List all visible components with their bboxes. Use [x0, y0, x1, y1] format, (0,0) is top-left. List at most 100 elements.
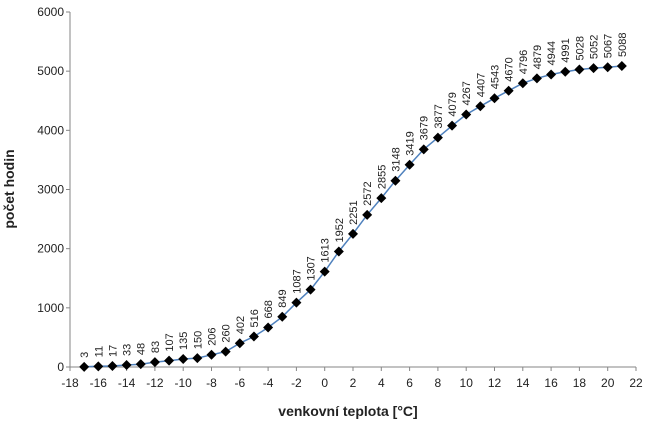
- y-axis-title: počet hodin: [1, 149, 17, 228]
- data-point: [79, 361, 90, 372]
- data-point: [248, 331, 259, 342]
- data-label: 3877: [433, 104, 445, 128]
- data-label: 3148: [390, 147, 402, 171]
- y-tick-label: 1000: [37, 301, 64, 315]
- data-label: 402: [235, 316, 247, 334]
- data-point: [362, 209, 373, 220]
- data-point: [333, 246, 344, 257]
- data-label: 5052: [589, 35, 601, 59]
- x-tick-label: 10: [460, 376, 474, 390]
- x-tick-label: -18: [61, 376, 79, 390]
- data-point: [517, 78, 528, 89]
- data-point: [263, 322, 274, 333]
- data-label: 150: [192, 331, 204, 349]
- data-point: [447, 120, 458, 131]
- y-tick-label: 2000: [37, 242, 64, 256]
- x-tick-label: 20: [601, 376, 615, 390]
- y-tick-label: 5000: [37, 64, 64, 78]
- data-point: [531, 73, 542, 84]
- y-tick-label: 3000: [37, 183, 64, 197]
- data-label: 4407: [475, 73, 487, 97]
- data-label: 3: [79, 352, 91, 358]
- data-label: 4879: [532, 45, 544, 69]
- x-tick-label: -10: [175, 376, 193, 390]
- data-point: [616, 60, 627, 71]
- data-label: 107: [164, 333, 176, 351]
- data-label: 5088: [617, 32, 629, 56]
- data-label: 135: [178, 332, 190, 350]
- data-point: [503, 85, 514, 96]
- data-label: 4991: [560, 38, 572, 62]
- data-point: [206, 349, 217, 360]
- data-point: [234, 338, 245, 349]
- x-tick-label: 2: [350, 376, 357, 390]
- data-point: [291, 297, 302, 308]
- x-tick-label: -14: [118, 376, 136, 390]
- data-point: [546, 69, 557, 80]
- data-label: 2855: [376, 165, 388, 189]
- data-point: [107, 360, 118, 371]
- data-label: 3679: [419, 116, 431, 140]
- data-label: 1087: [291, 269, 303, 293]
- data-point: [574, 64, 585, 75]
- data-markers: [79, 60, 627, 372]
- x-tick-label: 8: [435, 376, 442, 390]
- data-point: [277, 311, 288, 322]
- data-point: [178, 354, 189, 365]
- x-tick-label: -2: [291, 376, 302, 390]
- x-tick-label: -4: [263, 376, 274, 390]
- data-label: 4543: [490, 65, 502, 89]
- data-label: 4079: [447, 92, 459, 116]
- x-tick-label: 18: [573, 376, 587, 390]
- data-label: 83: [150, 341, 162, 353]
- data-point: [348, 228, 358, 239]
- data-label: 1952: [334, 218, 346, 242]
- data-point: [588, 63, 599, 74]
- data-label: 17: [107, 345, 119, 357]
- data-label: 849: [277, 289, 289, 307]
- data-point: [93, 361, 104, 372]
- data-label: 4796: [518, 50, 530, 74]
- x-tick-label: 4: [378, 376, 385, 390]
- data-point: [418, 144, 429, 155]
- data-point: [305, 284, 316, 295]
- data-point: [121, 360, 132, 371]
- data-point: [602, 62, 613, 73]
- x-tick-label: 6: [406, 376, 413, 390]
- y-tick-label: 0: [57, 360, 64, 374]
- y-tick-label: 4000: [37, 123, 64, 137]
- data-point: [390, 175, 401, 186]
- data-label: 2572: [362, 181, 374, 205]
- data-label: 3419: [405, 131, 417, 155]
- data-label: 4670: [504, 57, 516, 81]
- x-tick-label: -8: [206, 376, 217, 390]
- data-label: 1613: [320, 238, 332, 262]
- x-tick-label: 0: [321, 376, 328, 390]
- data-label: 4267: [461, 81, 473, 105]
- x-tick-label: 22: [629, 376, 643, 390]
- data-point: [376, 193, 387, 204]
- data-point: [319, 266, 330, 277]
- x-tick-label: -6: [234, 376, 245, 390]
- data-point: [135, 359, 146, 370]
- data-point: [149, 357, 160, 368]
- data-label: 33: [122, 344, 134, 356]
- x-tick-label: -16: [90, 376, 108, 390]
- data-label: 5067: [603, 34, 615, 58]
- axes: 0 1000 2000 3000 4000 5000 6000 -18 -16 -14 -12 -10…: [37, 5, 643, 390]
- data-label: 516: [249, 309, 261, 327]
- data-point: [489, 93, 500, 104]
- data-point: [220, 346, 231, 357]
- data-point: [164, 355, 175, 366]
- data-label: 2251: [348, 200, 360, 224]
- data-point: [560, 66, 571, 77]
- data-label: 1307: [306, 256, 318, 280]
- data-label: 206: [207, 327, 219, 345]
- data-point: [461, 109, 472, 120]
- y-tick-label: 6000: [37, 5, 64, 19]
- data-point: [475, 101, 486, 112]
- data-point: [192, 353, 203, 364]
- data-labels: 3 11 17 33 48 83 107 135 150 206 260 402 516 66884910…: [79, 32, 629, 357]
- data-label: 4944: [546, 41, 558, 65]
